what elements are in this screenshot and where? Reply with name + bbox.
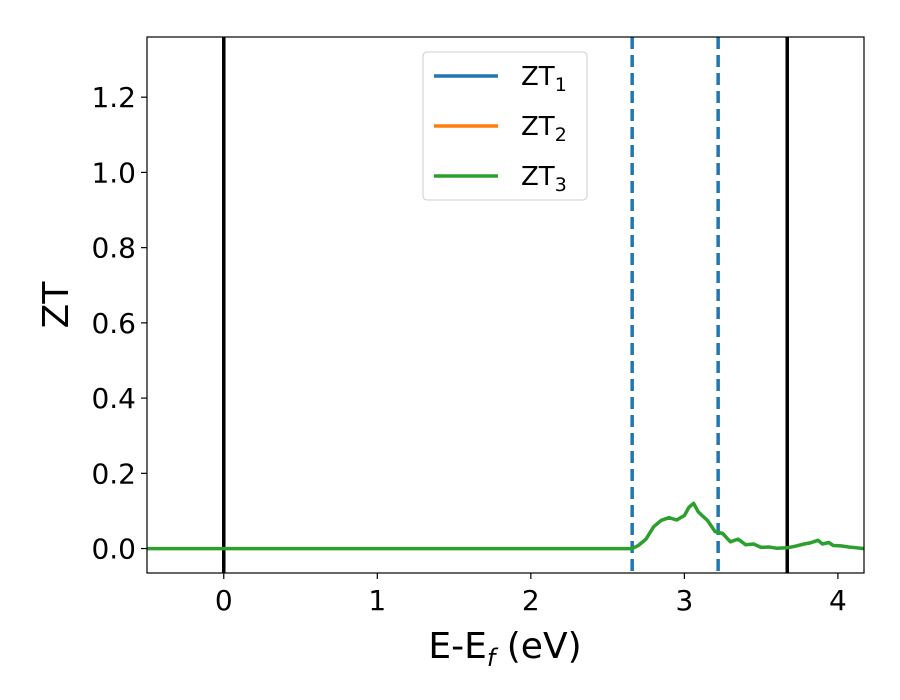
legend: ZT1 ZT2 ZT3: [422, 51, 588, 201]
plot-frame: [146, 36, 865, 574]
x-tick-label-3: 3: [675, 584, 693, 617]
legend-box: [422, 51, 588, 201]
legend-label-2: ZT3: [521, 162, 567, 196]
x-axis-label: E-Ef (eV): [428, 626, 581, 672]
y-tick-label-2: 0.4: [91, 382, 136, 415]
x-tick-label-0: 0: [215, 584, 233, 617]
y-tick-label-0: 0.0: [91, 533, 136, 566]
series-line-0: [147, 501, 864, 551]
y-tick-label-1: 0.2: [91, 457, 136, 490]
y-tick-label-4: 0.8: [91, 232, 136, 265]
x-tick-label-2: 2: [522, 584, 540, 617]
legend-label-1: ZT2: [521, 112, 567, 146]
legend-label-0: ZT1: [521, 62, 567, 96]
x-tick-label-4: 4: [829, 584, 847, 617]
y-tick-label-6: 1.2: [91, 81, 136, 114]
x-axis-label-unit: (eV): [495, 626, 581, 667]
y-axis-label: ZT: [36, 281, 77, 329]
x-tick-label-1: 1: [368, 584, 386, 617]
y-tick-label-3: 0.6: [91, 307, 136, 340]
y-tick-label-5: 1.0: [91, 156, 136, 189]
